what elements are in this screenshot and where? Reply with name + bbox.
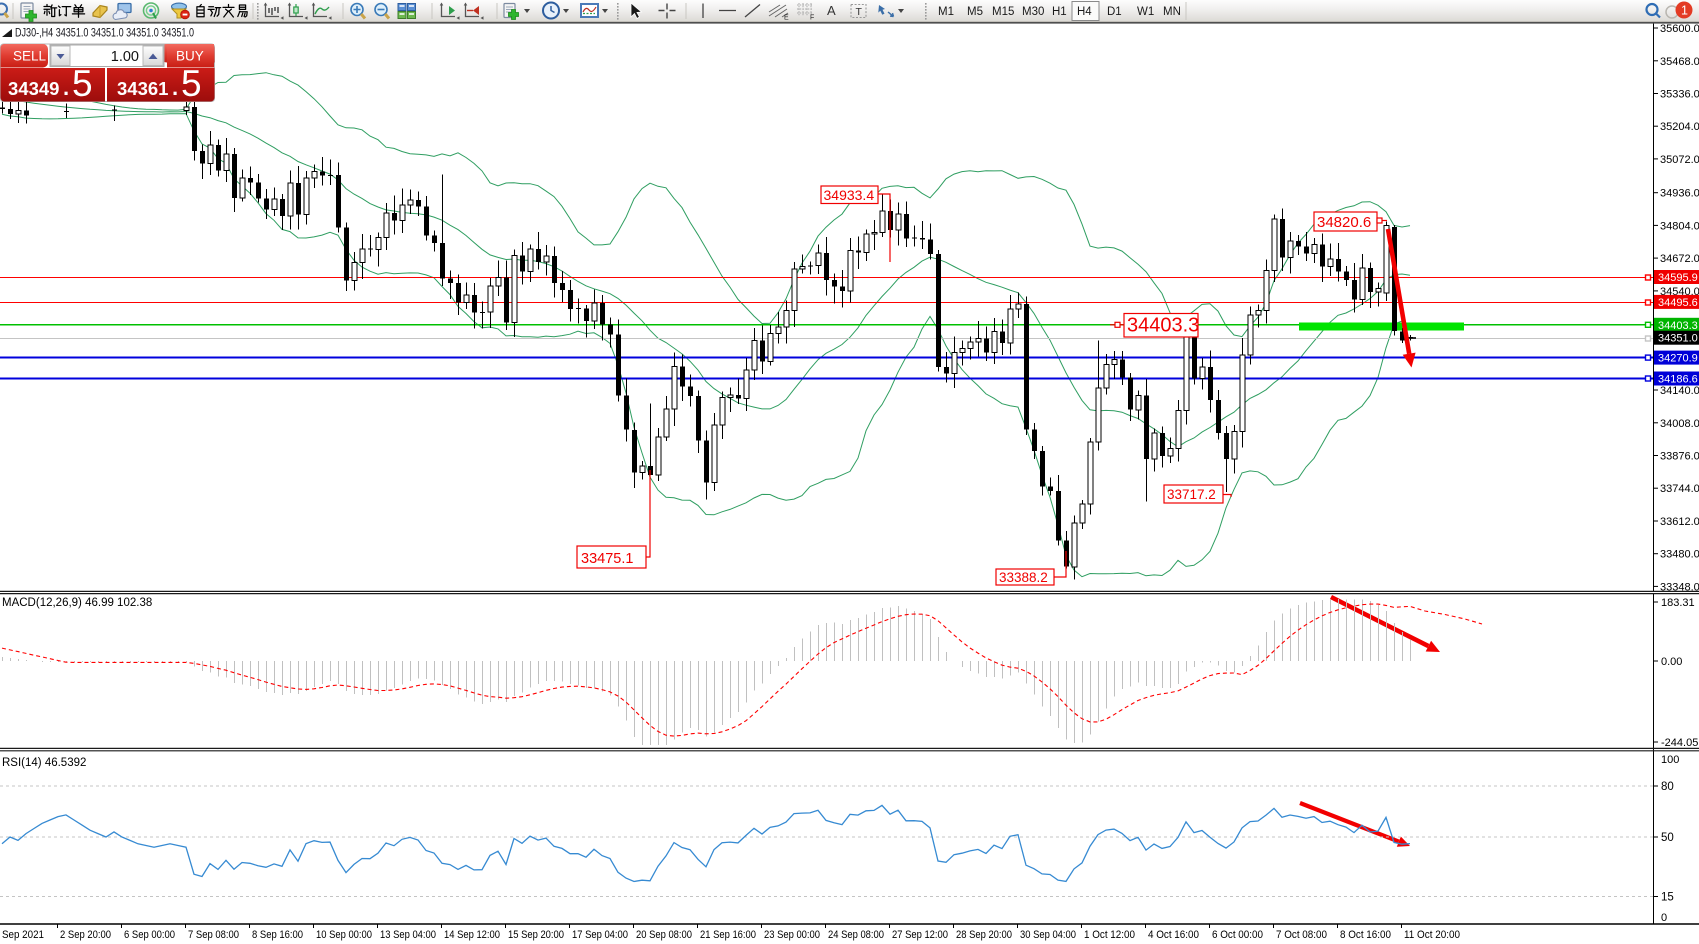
- svg-text:17 Sep 04:00: 17 Sep 04:00: [572, 929, 628, 941]
- svg-text:DJ30-,H4 34351.0 34351.0 3435: DJ30-,H4 34351.0 34351.0 34351.0 34351.0: [15, 26, 194, 40]
- svg-text:7 Sep 08:00: 7 Sep 08:00: [188, 929, 239, 941]
- svg-text:35204.0: 35204.0: [1660, 121, 1699, 133]
- svg-text:35600.0: 35600.0: [1660, 23, 1699, 35]
- svg-text:14 Sep 12:00: 14 Sep 12:00: [444, 929, 500, 941]
- svg-text:0.00: 0.00: [1661, 656, 1682, 668]
- svg-text:34361: 34361: [117, 78, 168, 99]
- svg-text:A: A: [827, 3, 836, 18]
- svg-text:8 Oct 16:00: 8 Oct 16:00: [1340, 929, 1391, 941]
- svg-text:11 Oct 20:00: 11 Oct 20:00: [1404, 929, 1460, 941]
- svg-text:6 Oct 00:00: 6 Oct 00:00: [1212, 929, 1263, 941]
- svg-text:100: 100: [1661, 754, 1679, 766]
- svg-text:1: 1: [1681, 4, 1688, 18]
- svg-text:33475.1: 33475.1: [581, 551, 633, 567]
- svg-text:5: 5: [72, 63, 93, 104]
- svg-text:30 Sep 04:00: 30 Sep 04:00: [1020, 929, 1076, 941]
- svg-text:15 Sep 20:00: 15 Sep 20:00: [508, 929, 564, 941]
- svg-text:35468.0: 35468.0: [1660, 56, 1699, 68]
- svg-text:M30: M30: [1022, 6, 1044, 18]
- svg-text:34495.6: 34495.6: [1658, 297, 1698, 309]
- svg-text:5: 5: [181, 63, 202, 104]
- svg-text:E: E: [784, 15, 789, 22]
- svg-text:D1: D1: [1107, 6, 1122, 18]
- svg-text:33480.0: 33480.0: [1660, 549, 1699, 561]
- svg-text:8 Sep 16:00: 8 Sep 16:00: [252, 929, 303, 941]
- svg-text:34595.9: 34595.9: [1658, 272, 1698, 284]
- svg-text:H4: H4: [1077, 6, 1092, 18]
- svg-text:34933.4: 34933.4: [824, 187, 875, 203]
- svg-text:F: F: [810, 15, 814, 22]
- svg-text:33717.2: 33717.2: [1167, 487, 1216, 502]
- svg-text:27 Sep 12:00: 27 Sep 12:00: [892, 929, 948, 941]
- svg-text:20 Sep 08:00: 20 Sep 08:00: [636, 929, 692, 941]
- svg-text:80: 80: [1661, 781, 1674, 793]
- svg-text:4 Oct 16:00: 4 Oct 16:00: [1148, 929, 1199, 941]
- svg-text:35336.0: 35336.0: [1660, 89, 1699, 101]
- svg-text:34140.0: 34140.0: [1660, 385, 1699, 397]
- svg-text:15: 15: [1661, 892, 1674, 904]
- svg-text:MACD(12,26,9) 46.99 102.38: MACD(12,26,9) 46.99 102.38: [2, 597, 152, 609]
- svg-text:M15: M15: [992, 6, 1014, 18]
- svg-text:MN: MN: [1163, 6, 1181, 18]
- svg-text:34008.0: 34008.0: [1660, 418, 1699, 430]
- svg-text:BUY: BUY: [176, 49, 204, 64]
- svg-text:7 Oct 08:00: 7 Oct 08:00: [1276, 929, 1327, 941]
- svg-text:2 Sep 20:00: 2 Sep 20:00: [60, 929, 111, 941]
- svg-text:1 Oct 12:00: 1 Oct 12:00: [1084, 929, 1135, 941]
- svg-text:SELL: SELL: [13, 49, 47, 64]
- svg-text:6 Sep 00:00: 6 Sep 00:00: [124, 929, 175, 941]
- svg-text:.: .: [172, 75, 178, 100]
- svg-text:34804.0: 34804.0: [1660, 220, 1699, 232]
- svg-text:33612.0: 33612.0: [1660, 516, 1699, 528]
- svg-text:34936.0: 34936.0: [1660, 188, 1699, 200]
- svg-text:-244.05: -244.05: [1661, 737, 1698, 749]
- svg-text:34403.3: 34403.3: [1658, 320, 1698, 332]
- svg-text:T: T: [856, 6, 863, 18]
- svg-text:M5: M5: [967, 6, 983, 18]
- svg-text:34403.3: 34403.3: [1127, 315, 1199, 337]
- svg-text:W1: W1: [1137, 6, 1154, 18]
- svg-text:34820.6: 34820.6: [1317, 214, 1371, 231]
- svg-text:33348.0: 33348.0: [1660, 581, 1699, 593]
- svg-text:21 Sep 16:00: 21 Sep 16:00: [700, 929, 756, 941]
- svg-text:33744.0: 33744.0: [1660, 483, 1699, 495]
- svg-text:34270.9: 34270.9: [1658, 353, 1698, 365]
- svg-text:183.31: 183.31: [1661, 597, 1695, 609]
- svg-text:33876.0: 33876.0: [1660, 451, 1699, 463]
- svg-text:50: 50: [1661, 832, 1674, 844]
- svg-text:Sep 2021: Sep 2021: [2, 929, 44, 941]
- svg-text:13 Sep 04:00: 13 Sep 04:00: [380, 929, 436, 941]
- svg-text:1.00: 1.00: [111, 49, 139, 65]
- svg-text:0: 0: [1661, 912, 1667, 924]
- svg-text:34672.0: 34672.0: [1660, 253, 1699, 265]
- svg-text:10 Sep 00:00: 10 Sep 00:00: [316, 929, 372, 941]
- svg-text:34351.0: 34351.0: [1658, 333, 1698, 345]
- svg-text:24 Sep 08:00: 24 Sep 08:00: [828, 929, 884, 941]
- svg-text:33388.2: 33388.2: [999, 570, 1048, 585]
- svg-text:M1: M1: [938, 6, 954, 18]
- svg-text:23 Sep 00:00: 23 Sep 00:00: [764, 929, 820, 941]
- svg-text:34186.6: 34186.6: [1658, 374, 1698, 386]
- svg-text:.: .: [63, 75, 69, 100]
- svg-text:35072.0: 35072.0: [1660, 154, 1699, 166]
- svg-text:34349: 34349: [8, 78, 59, 99]
- svg-text:RSI(14) 46.5392: RSI(14) 46.5392: [2, 757, 86, 769]
- svg-text:28 Sep 20:00: 28 Sep 20:00: [956, 929, 1012, 941]
- svg-text:H1: H1: [1052, 6, 1067, 18]
